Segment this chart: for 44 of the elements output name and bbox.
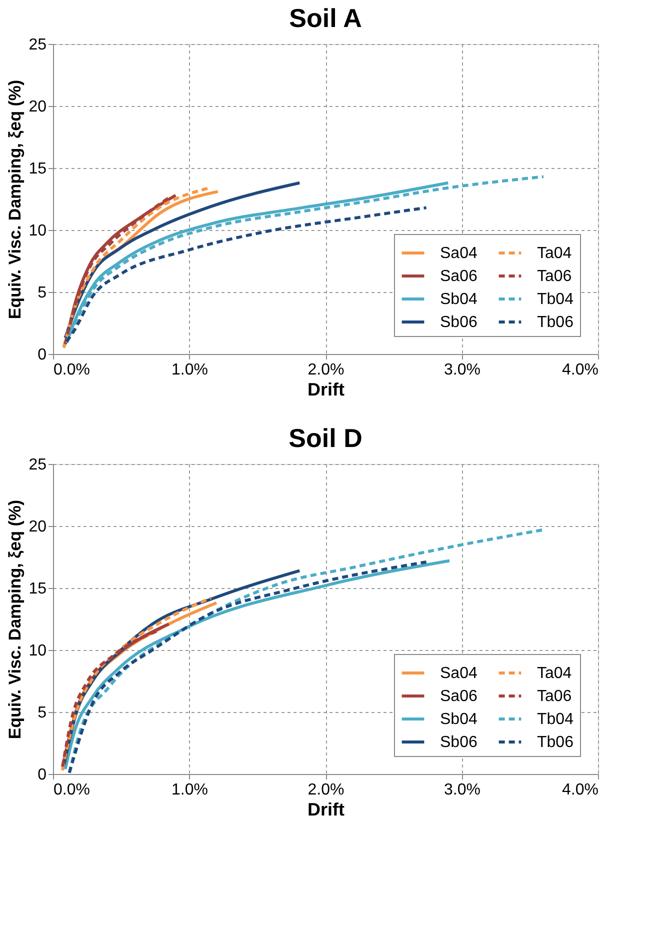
x-tick-label: 3.0% xyxy=(444,362,480,378)
y-tick-label: 15 xyxy=(28,160,47,178)
x-tick-label: 4.0% xyxy=(562,782,598,798)
y-tick-label: 20 xyxy=(28,518,47,536)
legend-label: Tb04 xyxy=(537,711,574,728)
legend-label: Ta06 xyxy=(537,268,572,285)
y-tick-label: 20 xyxy=(28,98,47,116)
y-tick-label: 25 xyxy=(28,456,47,474)
x-tick-label: 1.0% xyxy=(172,362,208,378)
x-axis-title: Drift xyxy=(308,800,344,820)
y-axis-title: Equiv. Visc. Damping, ξeq (%) xyxy=(6,80,25,320)
y-tick-label: 5 xyxy=(38,704,47,722)
x-tick-label: 0.0% xyxy=(54,362,90,378)
legend-label: Sb04 xyxy=(440,291,478,308)
legend-label: Tb06 xyxy=(537,734,574,751)
x-axis-title: Drift xyxy=(308,380,344,400)
legend-label: Tb06 xyxy=(537,314,574,331)
y-tick-label: 0 xyxy=(38,766,47,784)
x-tick-label: 3.0% xyxy=(444,782,480,798)
legend-label: Ta04 xyxy=(537,665,572,682)
x-tick-label: 4.0% xyxy=(562,362,598,378)
y-tick-label: 0 xyxy=(38,346,47,364)
y-tick-label: 25 xyxy=(28,36,47,54)
legend-label: Sa06 xyxy=(440,268,478,285)
legend-label: Ta04 xyxy=(537,245,572,262)
legend-label: Sa06 xyxy=(440,688,478,705)
y-tick-label: 10 xyxy=(28,642,47,660)
legend-label: Sb04 xyxy=(440,711,478,728)
legend-label: Sa04 xyxy=(440,245,478,262)
y-tick-label: 5 xyxy=(38,284,47,302)
legend-label: Ta06 xyxy=(537,688,572,705)
y-tick-label: 15 xyxy=(28,580,47,598)
y-tick-label: 10 xyxy=(28,222,47,240)
y-axis-title: Equiv. Visc. Damping, ξeq (%) xyxy=(6,500,25,740)
legend-label: Sb06 xyxy=(440,734,478,751)
legend-label: Sb06 xyxy=(440,314,478,331)
chart-title: Soil A xyxy=(289,3,362,33)
legend-label: Sa04 xyxy=(440,665,478,682)
chart-title: Soil D xyxy=(288,423,362,453)
x-tick-label: 1.0% xyxy=(172,782,208,798)
x-tick-label: 2.0% xyxy=(308,782,344,798)
x-tick-label: 2.0% xyxy=(308,362,344,378)
x-tick-label: 0.0% xyxy=(54,782,90,798)
legend-label: Tb04 xyxy=(537,291,574,308)
